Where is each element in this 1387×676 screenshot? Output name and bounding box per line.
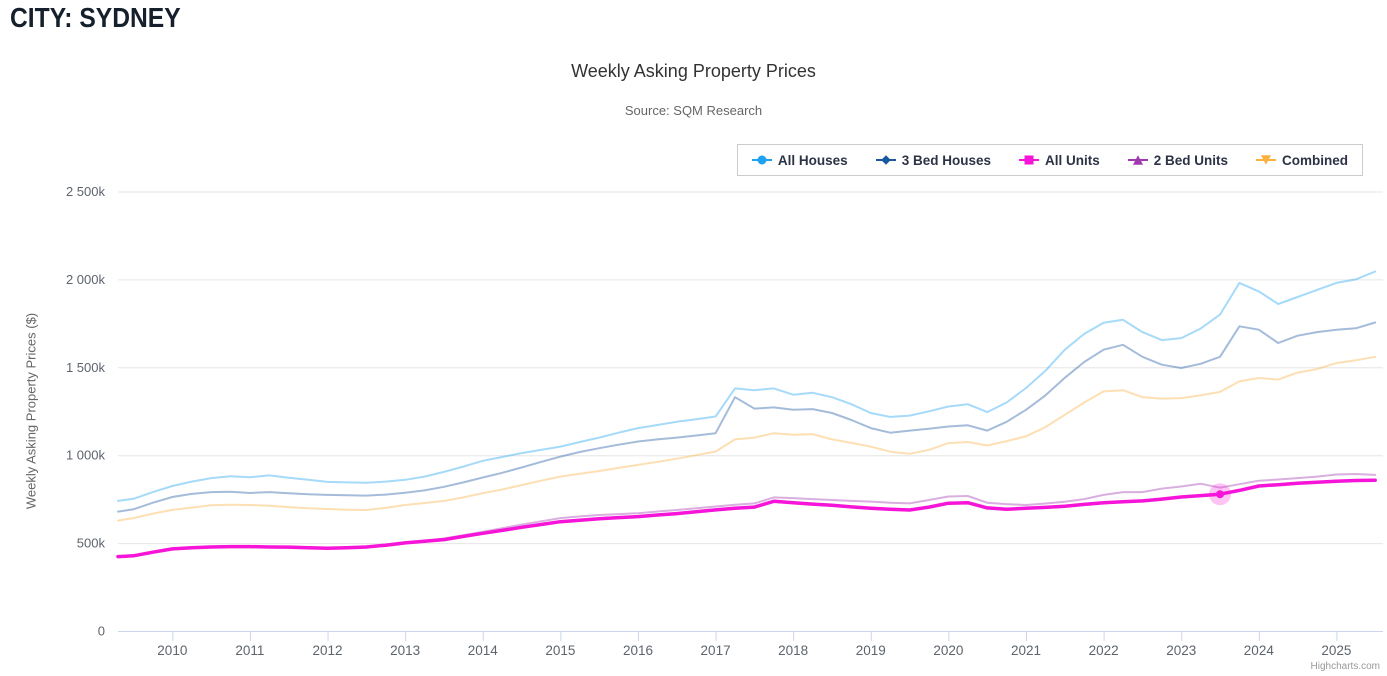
- y-axis-title: Weekly Asking Property Prices ($): [23, 312, 39, 510]
- x-axis-label-2021: 2021: [1011, 643, 1041, 658]
- legend-label: Combined: [1282, 152, 1348, 168]
- legend-label: 3 Bed Houses: [901, 152, 991, 168]
- legend-item-all-houses[interactable]: All Houses: [751, 152, 848, 168]
- x-axis-label-2010: 2010: [157, 643, 187, 658]
- series-line-all-units[interactable]: [116, 478, 1377, 559]
- hovered-point-marker[interactable]: [1216, 490, 1225, 499]
- y-axis-label-2000k: 2 000k: [66, 272, 106, 287]
- series-line-all-houses[interactable]: [117, 270, 1377, 502]
- page-title: CITY: SYDNEY: [10, 2, 181, 33]
- legend-item-2-bed-units[interactable]: 2 Bed Units: [1127, 152, 1228, 168]
- y-axis-label-500k: 500k: [77, 536, 106, 551]
- y-axis-label-2500k: 2 500k: [66, 184, 106, 199]
- legend-label: 2 Bed Units: [1153, 152, 1228, 168]
- 2-bed-units-triangle-up-marker-icon: [1127, 155, 1148, 165]
- x-axis-label-2025: 2025: [1321, 643, 1351, 658]
- chart-subtitle: Source: SQM Research: [624, 103, 763, 118]
- x-axis-label-2015: 2015: [545, 643, 575, 658]
- x-axis-label-2012: 2012: [313, 643, 343, 658]
- series-line-2-bed-units[interactable]: [117, 473, 1377, 559]
- y-axis-label-1000k: 1 000k: [66, 448, 106, 463]
- x-axis-label-2014: 2014: [468, 643, 499, 658]
- y-axis-label-1500k: 1 500k: [66, 360, 106, 375]
- legend-item-3-bed-houses[interactable]: 3 Bed Houses: [875, 152, 991, 168]
- x-axis-label-2020: 2020: [933, 643, 963, 658]
- legend-label: All Units: [1044, 152, 1100, 168]
- x-axis-label-2023: 2023: [1166, 643, 1196, 658]
- legend-item-all-units[interactable]: All Units: [1018, 152, 1100, 168]
- all-houses-circle-marker-icon: [751, 155, 772, 165]
- x-axis-label-2013: 2013: [390, 643, 420, 658]
- x-axis-label-2024: 2024: [1244, 643, 1275, 658]
- series-line-3-bed-houses[interactable]: [117, 321, 1377, 513]
- all-units-square-marker-icon: [1018, 155, 1039, 165]
- x-axis-label-2018: 2018: [778, 643, 808, 658]
- x-axis-label-2017: 2017: [701, 643, 731, 658]
- highcharts-credit[interactable]: Highcharts.com: [1310, 661, 1380, 672]
- chart-title: Weekly Asking Property Prices: [571, 61, 816, 81]
- x-axis-label-2019: 2019: [856, 643, 886, 658]
- legend: All Houses 3 Bed Houses All Units 2 Bed Uni…: [736, 144, 1363, 176]
- legend-item-combined[interactable]: Combined: [1256, 153, 1348, 168]
- combined-triangle-down-marker-icon: [1256, 155, 1276, 165]
- legend-label: All Houses: [777, 152, 848, 168]
- x-axis-label-2016: 2016: [623, 643, 653, 658]
- x-axis-label-2022: 2022: [1089, 643, 1119, 658]
- 3-bed-houses-diamond-marker-icon: [875, 155, 896, 165]
- series-line-combined[interactable]: [117, 355, 1377, 522]
- y-axis-label-0: 0: [98, 624, 105, 639]
- x-axis-label-2011: 2011: [235, 643, 264, 658]
